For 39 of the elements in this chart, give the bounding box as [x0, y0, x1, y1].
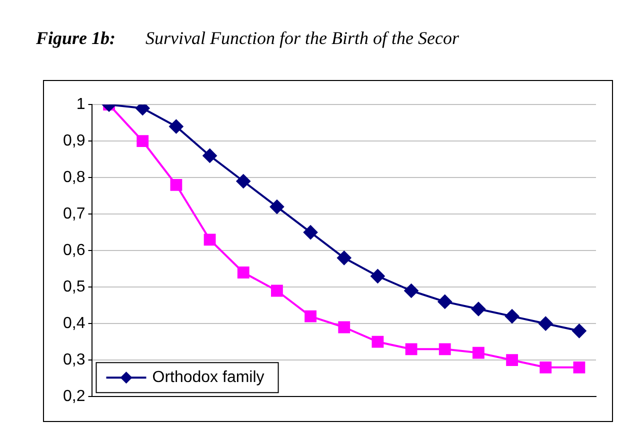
point — [236, 174, 250, 188]
point — [337, 250, 352, 265]
point — [538, 316, 553, 331]
y-tick-label: 1 — [76, 96, 86, 114]
point — [304, 225, 318, 240]
point — [405, 343, 418, 356]
point — [202, 148, 217, 163]
point — [237, 266, 250, 278]
point — [169, 120, 184, 134]
point — [438, 294, 452, 309]
y-tick-label: 0,7 — [62, 206, 86, 223]
y-tick-label: 0,9 — [62, 132, 86, 150]
point — [170, 178, 182, 191]
legend-label: Orthodox family — [152, 369, 264, 386]
point — [472, 346, 484, 359]
point — [370, 269, 385, 284]
point — [372, 336, 384, 348]
y-tick-label: 0,3 — [62, 352, 86, 369]
point — [136, 135, 149, 148]
y-tick-label: 0,2 — [62, 388, 86, 406]
point — [540, 361, 552, 374]
point — [505, 309, 520, 324]
point — [573, 361, 586, 374]
point — [270, 200, 284, 214]
point — [338, 321, 350, 334]
chart-title: Figure 1b: — [36, 28, 116, 48]
point — [506, 354, 518, 366]
y-tick-label: 0,4 — [62, 315, 86, 332]
y-tick-label: 0,6 — [62, 242, 86, 260]
point — [438, 343, 451, 356]
point — [204, 234, 216, 246]
point — [572, 324, 586, 338]
y-tick-label: 0,5 — [62, 278, 86, 296]
chart-subtitle: Survival Function for the Birth of the Secor — [146, 28, 459, 48]
point — [271, 284, 283, 297]
point — [471, 302, 486, 316]
point — [404, 284, 418, 298]
y-tick-label: 0,8 — [62, 169, 86, 186]
point — [304, 310, 316, 322]
